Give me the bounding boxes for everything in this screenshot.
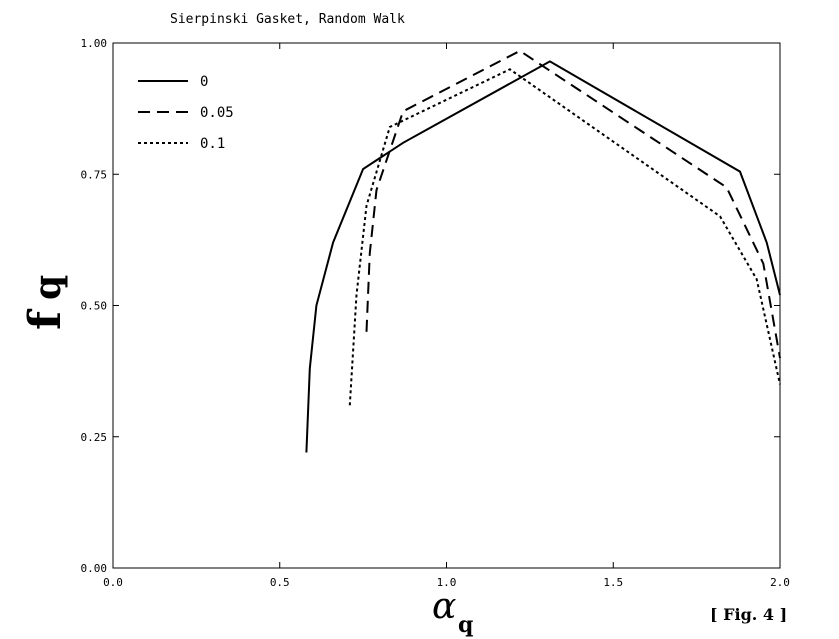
y-axis-label-sub: q (27, 275, 69, 300)
x-tick-label: 1.5 (603, 576, 623, 589)
y-tick-label: 0.25 (81, 431, 108, 444)
x-axis-label-sub: q (458, 612, 473, 638)
series-line-2 (348, 68, 781, 406)
y-tick-label: 0.00 (81, 562, 108, 575)
legend-label-0: 0 (200, 74, 208, 90)
y-axis-label-main: f (20, 308, 71, 330)
x-axis-label: α q (432, 586, 473, 638)
chart-title: Sierpinski Gasket, Random Walk (170, 12, 405, 27)
legend-label-2: 0.1 (200, 136, 225, 152)
x-axis-label-main: α (432, 586, 456, 627)
axis-ticks: 0.0 0.5 1.0 1.5 2.0 0.00 0.25 0.50 0.75 1.00 (81, 37, 790, 589)
x-tick-label: 0.0 (103, 576, 123, 589)
y-tick-label: 0.50 (81, 300, 108, 313)
y-tick-label: 0.75 (81, 168, 108, 181)
y-axis-label: f q (20, 275, 71, 330)
series-line-1 (365, 49, 781, 359)
series-line-0 (305, 60, 781, 453)
series-layer (305, 49, 781, 453)
legend: 0 0.05 0.1 (138, 74, 234, 152)
figure-label: [ Fig. 4 ] (710, 605, 787, 624)
x-tick-label: 1.0 (437, 576, 457, 589)
x-tick-label: 0.5 (270, 576, 290, 589)
y-tick-label: 1.00 (81, 37, 108, 50)
plot-frame (112, 42, 781, 569)
legend-label-1: 0.05 (200, 105, 234, 121)
x-tick-label: 2.0 (770, 576, 790, 589)
